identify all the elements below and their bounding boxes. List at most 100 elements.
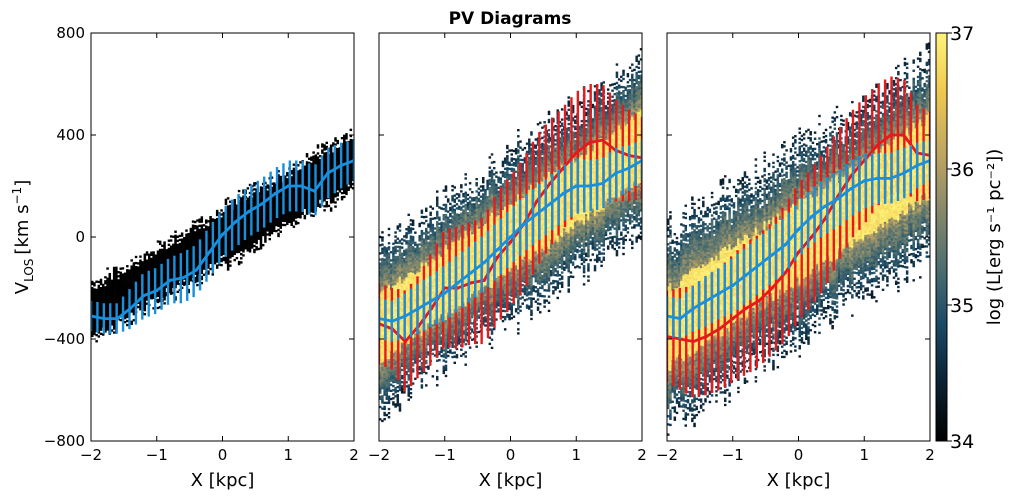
data-point — [561, 192, 565, 196]
data-point — [744, 273, 748, 277]
data-point — [691, 306, 695, 310]
data-point — [234, 220, 238, 224]
data-point — [915, 164, 919, 168]
data-point — [574, 184, 578, 188]
y-axis-label: VLOS [km s−1] — [10, 180, 36, 294]
series-1 — [667, 140, 930, 339]
data-point — [299, 184, 303, 188]
data-point — [535, 199, 539, 203]
colorbar-gradient — [935, 32, 948, 442]
data-point — [443, 291, 447, 295]
y-tick-label: 800 — [56, 24, 85, 42]
data-point — [469, 281, 473, 285]
data-point — [339, 164, 343, 168]
colorbar: 34 35 36 37 log (L[erg s⁻¹ pc⁻²]) — [935, 23, 1005, 453]
data-point — [469, 271, 473, 275]
x-tick-label: 0 — [218, 446, 228, 464]
data-point — [614, 171, 618, 175]
data-point — [783, 271, 787, 275]
data-point — [823, 204, 827, 208]
data-point — [888, 176, 893, 180]
x-tick-label: 0 — [506, 446, 516, 464]
plot-area — [379, 48, 642, 423]
y-tick-label: −800 — [44, 432, 85, 450]
data-point — [757, 299, 761, 303]
y-tick-label: −400 — [44, 330, 85, 348]
data-point — [796, 250, 801, 254]
data-point — [810, 235, 814, 239]
data-point — [181, 276, 185, 280]
x-tick-label: 0 — [794, 446, 804, 464]
data-point — [403, 314, 407, 318]
y-axis-label-sub: LOS — [22, 259, 36, 282]
data-point — [390, 319, 394, 323]
x-tick-label: −2 — [656, 446, 678, 464]
data-point — [744, 306, 748, 310]
panel-right: −2 −1 0 1 2 X [kpc] — [656, 32, 935, 491]
data-point — [416, 306, 421, 310]
data-point — [888, 133, 893, 137]
panel-middle: −2 −1 0 1 2 X [kpc] — [368, 32, 647, 491]
colorbar-tick-label: 37 — [950, 23, 974, 45]
data-point — [273, 192, 277, 196]
x-tick-label: 1 — [571, 446, 581, 464]
x-tick-label: 2 — [925, 446, 935, 464]
data-point — [168, 278, 172, 282]
data-point — [718, 327, 722, 331]
data-point — [836, 197, 840, 201]
data-point — [102, 317, 106, 321]
data-point — [849, 186, 853, 191]
y-axis-label-units: [km s — [12, 204, 33, 254]
x-tick-label: −1 — [434, 446, 456, 464]
data-point — [875, 176, 880, 180]
data-point — [260, 202, 264, 206]
data-point — [286, 184, 290, 188]
x-axis-label: X [kpc] — [767, 470, 831, 491]
data-point — [548, 202, 552, 206]
data-point — [678, 317, 682, 321]
data-point — [823, 217, 827, 221]
data-point — [535, 212, 539, 216]
data-point — [627, 166, 631, 170]
data-point — [482, 278, 486, 282]
panel-left: −2 −1 0 1 2 −800 −400 0 400 800 X [kpc] — [44, 24, 359, 491]
data-point — [403, 339, 407, 344]
y-axis-label-close: ] — [12, 180, 33, 187]
data-point — [456, 281, 460, 285]
data-point — [115, 317, 119, 321]
data-point — [247, 209, 251, 214]
data-point — [587, 141, 592, 145]
y-axis-label-main: V — [12, 281, 33, 294]
data-point — [691, 339, 695, 344]
colorbar-tick-label: 36 — [950, 159, 974, 181]
x-tick-label: −1 — [722, 446, 744, 464]
x-tick-label: 1 — [859, 446, 869, 464]
data-point — [731, 283, 735, 288]
data-point — [731, 317, 735, 321]
data-point — [810, 215, 814, 219]
series-1 — [379, 140, 642, 342]
data-point — [142, 294, 146, 298]
data-point — [600, 181, 605, 186]
data-point — [783, 243, 787, 247]
y-tick-label: 400 — [56, 126, 85, 144]
data-point — [902, 171, 906, 175]
data-point — [128, 306, 133, 310]
data-point — [194, 268, 198, 272]
data-point — [207, 250, 211, 254]
data-point — [718, 291, 722, 295]
data-point — [430, 299, 434, 303]
x-tick-label: −2 — [80, 446, 102, 464]
series-0 — [91, 140, 354, 334]
colorbar-tick-label: 35 — [950, 295, 974, 317]
data-point — [796, 227, 801, 231]
data-point — [508, 240, 513, 244]
plot-area — [91, 128, 354, 343]
data-point — [757, 263, 761, 267]
data-point — [312, 189, 317, 193]
y-tick-label: 0 — [75, 228, 85, 246]
chart-title: PV Diagrams — [449, 9, 572, 29]
data-point — [508, 235, 513, 239]
data-point — [548, 181, 552, 186]
x-tick-label: 2 — [637, 446, 647, 464]
